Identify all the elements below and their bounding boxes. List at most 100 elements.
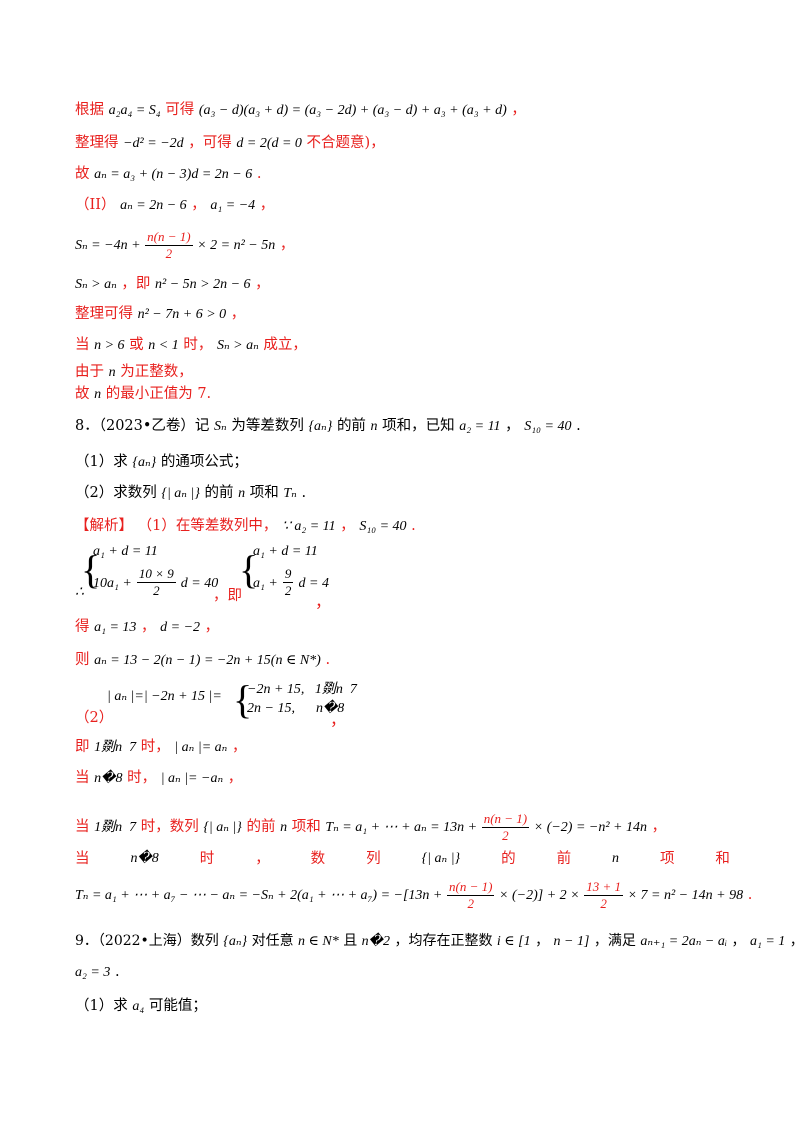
therefore-symbol: ∴ bbox=[75, 585, 84, 600]
line-text: ， bbox=[141, 619, 156, 635]
piece-row: −2n + 15, 1剟n 7 bbox=[247, 682, 357, 697]
piecewise-abs: （2） | aₙ |=| −2n + 15 |= { −2n + 15, 1剟n… bbox=[75, 676, 775, 730]
math-expr: n² − 7n + 6 > 0 bbox=[137, 307, 227, 322]
math-expr: n < 1 bbox=[148, 338, 179, 353]
math-expr: a₁ = 1 bbox=[749, 934, 786, 949]
line-text: 不合题意)， bbox=[306, 135, 385, 151]
line-text: . bbox=[325, 652, 331, 668]
solution-8-line-a1: 得 a₁ = 13 ， d = −2 ， bbox=[75, 617, 760, 638]
math-expr: Tₙ = a₁ + ⋯ + aₙ = 13n + bbox=[325, 820, 478, 835]
line-text: 根据 bbox=[75, 102, 104, 118]
line-text: 当 bbox=[75, 819, 90, 835]
line-text: ， bbox=[259, 197, 275, 213]
line-text: ， bbox=[191, 197, 206, 213]
math-expr: −d² = −2d bbox=[123, 136, 184, 151]
question-8-part-2: （2）求数列 {| aₙ |} 的前 n 项和 Tₙ . bbox=[75, 483, 760, 504]
line-text: 当 bbox=[75, 337, 90, 353]
line-text: （2）求数列 bbox=[75, 485, 157, 501]
math-expr: | aₙ |= −aₙ bbox=[160, 771, 224, 786]
line-text: . bbox=[576, 418, 581, 434]
line-text: 的通项公式； bbox=[160, 454, 248, 470]
math-expr: ∵ a₂ = 11 bbox=[281, 519, 336, 534]
line-text: . bbox=[747, 887, 753, 903]
math-expr: a₂a₄ = S₄ bbox=[108, 103, 161, 118]
line-text: 为正整数， bbox=[120, 364, 193, 380]
solution-line-3: 故 aₙ = a₃ + (n − 3)d = 2n − 6 . bbox=[75, 164, 760, 185]
equation-row: a₁ + d = 11 bbox=[93, 544, 158, 559]
spread-word: 数 bbox=[310, 851, 326, 867]
math-expr: {| aₙ |} bbox=[161, 486, 200, 501]
line-text: 为等差数列 bbox=[231, 418, 304, 434]
math-expr: n�8 bbox=[94, 771, 123, 786]
line-text: ， bbox=[255, 276, 270, 292]
math-expr: n bbox=[280, 820, 288, 835]
line-text: 时，数列 bbox=[140, 819, 199, 835]
spread-word: 的 bbox=[501, 851, 516, 867]
question-9-stem: 9．（2022•上海）数列 {aₙ} 对任意 n ∈ N* 且 n�2 ，均存在… bbox=[75, 931, 800, 952]
solution-8-sum-case-1: 当 1剟n 7 时，数列 {| aₙ |} 的前 n 项和 Tₙ = a₁ + … bbox=[75, 808, 760, 847]
line-text: ， bbox=[315, 592, 332, 611]
math-expr: 1剟n 7 bbox=[94, 820, 137, 835]
line-text: 项和 bbox=[249, 485, 279, 501]
analysis-tag: 【解析】 bbox=[75, 518, 133, 534]
line-text: . bbox=[256, 166, 262, 182]
line-text: ， bbox=[651, 819, 667, 835]
math-expr: × 7 = n² − 14n + 98 bbox=[627, 888, 744, 903]
spread-word: ， bbox=[255, 851, 270, 867]
line-text: 的前 bbox=[204, 485, 234, 501]
line-text: 由于 bbox=[75, 364, 104, 380]
line-text: 整理可得 bbox=[75, 306, 133, 322]
math-expr: × (−2) = −n² + 14n bbox=[533, 820, 648, 835]
math-expr: d = 2(d = 0 bbox=[236, 136, 302, 151]
solution-line-7: 整理可得 n² − 7n + 6 > 0 ， bbox=[75, 304, 760, 325]
line-text: 且 bbox=[343, 933, 358, 949]
math-expr: × 2 = n² − 5n bbox=[197, 238, 276, 253]
math-expr: a₁ = −4 bbox=[210, 198, 256, 213]
math-expr: Sₙ bbox=[214, 419, 227, 434]
math-expr: {aₙ} bbox=[132, 455, 157, 470]
left-brace: { bbox=[233, 677, 253, 722]
line-text: ， bbox=[204, 619, 220, 635]
line-text: （1）求 bbox=[75, 454, 128, 470]
solution-8-line-an: 则 aₙ = 13 − 2(n − 1) = −2n + 15(n ∈ N*) … bbox=[75, 650, 760, 671]
solution-line-5: Sₙ = −4n + n(n − 1) 2 × 2 = n² − 5n ， bbox=[75, 228, 760, 263]
math-expr: (a₃ − d)(a₃ + d) = (a₃ − 2d) + (a₃ − d) … bbox=[198, 103, 507, 118]
math-expr: a₂ = 3 bbox=[75, 965, 111, 980]
line-text: 故 bbox=[75, 166, 90, 182]
line-text: ，可得 bbox=[188, 135, 232, 151]
spread-word: 列 bbox=[366, 851, 381, 867]
math-expr: 1剟n 7 bbox=[94, 740, 137, 755]
line-text: ， bbox=[230, 306, 246, 322]
line-text: ， bbox=[340, 518, 355, 534]
line-text: ，即 bbox=[121, 276, 151, 292]
solution-8-case-1: 即 1剟n 7 时， | aₙ |= aₙ ， bbox=[75, 737, 760, 758]
part-label: （2） bbox=[75, 710, 114, 726]
solution-line-6: Sₙ > aₙ ，即 n² − 5n > 2n − 6 ， bbox=[75, 274, 760, 295]
line-text: ， bbox=[535, 933, 550, 949]
fraction: n(n − 1) 2 bbox=[481, 810, 530, 843]
piece-row: 2n − 15, n�8 bbox=[247, 701, 345, 716]
line-text: 时， bbox=[127, 770, 157, 786]
math-expr: n ∈ N* bbox=[298, 934, 339, 949]
solution-line-2: 整理得 −d² = −2d ，可得 d = 2(d = 0 不合题意)， bbox=[75, 133, 760, 154]
spread-word: 项 bbox=[659, 851, 675, 867]
math-expr: a₁ = 13 bbox=[94, 620, 137, 635]
math-expr: Sₙ > aₙ bbox=[75, 277, 117, 292]
line-text: 8．（2023•乙卷）记 bbox=[75, 418, 210, 434]
math-expr: n�2 bbox=[361, 934, 390, 949]
math-expr: a₄ bbox=[132, 999, 145, 1014]
math-expr: × (−2)] + 2 × bbox=[499, 888, 580, 903]
line-text: 的最小正值为 7. bbox=[105, 386, 212, 402]
line-text: 时， bbox=[183, 337, 213, 353]
spread-word: 当 bbox=[75, 851, 90, 867]
line-text: . bbox=[301, 485, 307, 501]
line-text: ， bbox=[511, 102, 526, 118]
spread-word: 和 bbox=[715, 851, 730, 867]
line-text: . bbox=[411, 518, 416, 534]
math-expr: n�8 bbox=[130, 851, 159, 866]
question-8-part-1: （1）求 {aₙ} 的通项公式； bbox=[75, 452, 760, 473]
math-expr: S₁₀ = 40 bbox=[359, 519, 407, 534]
